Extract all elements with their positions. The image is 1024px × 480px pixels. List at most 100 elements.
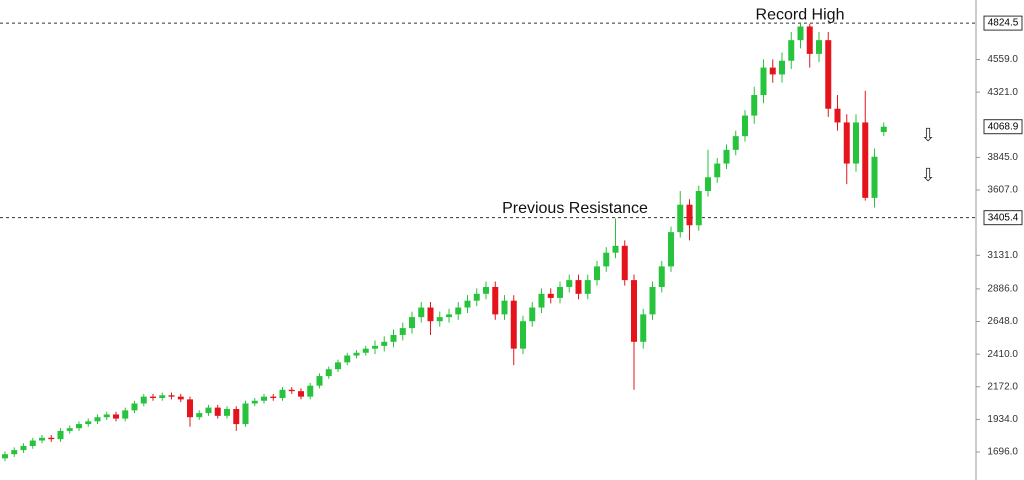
- candle-body: [381, 341, 388, 346]
- candle-body: [510, 300, 517, 349]
- candle-body: [769, 67, 776, 75]
- candle-body: [177, 396, 184, 400]
- candle-body: [270, 396, 277, 399]
- candle-body: [464, 300, 471, 308]
- price-tag: 4824.5: [988, 18, 1019, 29]
- candle-body: [751, 95, 758, 116]
- candle-body: [409, 317, 415, 329]
- candle-body: [344, 355, 351, 363]
- candle-body: [788, 40, 795, 61]
- candle-body: [39, 437, 45, 441]
- candle-body: [233, 408, 240, 425]
- candle-body: [224, 408, 230, 416]
- candle-body: [11, 450, 18, 455]
- candle-body: [501, 300, 508, 315]
- candle-body: [594, 266, 600, 281]
- down-arrow-icon: ⇩: [920, 125, 935, 145]
- candle-body: [880, 126, 887, 133]
- candle-body: [150, 396, 156, 399]
- annotation: Previous Resistance: [502, 200, 648, 217]
- candle-body: [834, 108, 841, 123]
- candle-body: [760, 67, 767, 96]
- candle-body: [520, 321, 526, 349]
- candle-body: [621, 245, 628, 281]
- candle-body: [168, 395, 175, 397]
- candle-body: [668, 232, 674, 267]
- candle-body: [649, 286, 656, 315]
- price-tag-box: [983, 119, 1023, 135]
- candle-body: [825, 40, 832, 109]
- candle-body: [390, 334, 397, 342]
- candle-body: [251, 400, 258, 404]
- candle-body: [122, 410, 129, 419]
- y-tick-label: 1934.0: [987, 414, 1018, 425]
- y-tick-label: 2172.0: [987, 381, 1018, 392]
- candle-body: [85, 421, 92, 425]
- candle-body: [242, 403, 249, 425]
- price-tag: 4068.9: [988, 121, 1019, 132]
- candle-body: [575, 280, 582, 294]
- candle-body: [446, 314, 452, 318]
- candle-body: [399, 328, 406, 335]
- candle-body: [2, 454, 8, 459]
- candle-body: [418, 307, 425, 318]
- candle-body: [603, 252, 610, 267]
- candle-body: [473, 293, 480, 301]
- candle-body: [714, 163, 721, 178]
- candle-body: [483, 286, 489, 294]
- y-tick-label: 2410.0: [987, 349, 1018, 360]
- candle-body: [196, 413, 203, 418]
- candle-body: [214, 407, 221, 416]
- candle-body: [316, 376, 323, 386]
- candle-body: [631, 280, 637, 342]
- candle-body: [187, 399, 193, 418]
- candle-body: [159, 395, 166, 399]
- candle-body: [362, 348, 369, 353]
- candle-body: [353, 352, 360, 356]
- candle-body: [658, 266, 665, 287]
- candle-body: [113, 414, 119, 419]
- price-tag: 3405.4: [988, 212, 1019, 223]
- candle-body: [325, 369, 332, 377]
- candle-body: [298, 391, 304, 397]
- candle-body: [131, 403, 138, 411]
- y-tick-label: 4321.0: [987, 87, 1018, 98]
- candle-body: [48, 437, 55, 440]
- candle-body: [547, 293, 554, 298]
- candle-body: [103, 414, 110, 418]
- candle-body: [557, 286, 563, 298]
- price-tag-box: [983, 210, 1023, 226]
- candle-body: [436, 317, 443, 322]
- candle-body: [20, 445, 27, 451]
- candle-body: [797, 26, 804, 41]
- annotation: Record High: [756, 6, 845, 23]
- candle-body: [584, 280, 591, 294]
- candle-body: [566, 280, 573, 287]
- candle-body: [723, 149, 730, 164]
- candle-body: [57, 430, 64, 440]
- candle-body: [29, 440, 36, 446]
- candle-body: [705, 177, 711, 191]
- candle-body: [695, 190, 702, 226]
- y-tick-label: 3845.0: [987, 152, 1018, 163]
- candle-body: [732, 136, 739, 150]
- y-tick-label: 2648.0: [987, 316, 1018, 327]
- candle-body: [427, 307, 434, 322]
- y-tick-label: 2886.0: [987, 284, 1018, 295]
- price-tag-box: [983, 15, 1023, 31]
- candle-body: [492, 286, 499, 315]
- candle-body: [140, 396, 147, 404]
- candle-body: [335, 362, 341, 370]
- y-tick-label: 3131.0: [987, 250, 1018, 261]
- y-tick-label: 3607.0: [987, 185, 1018, 196]
- candle-body: [612, 245, 619, 253]
- candle-body: [816, 40, 822, 54]
- candle-body: [677, 204, 684, 233]
- candle-body: [279, 389, 286, 399]
- candle-body: [742, 115, 748, 137]
- candle-body: [455, 307, 462, 315]
- candle-body: [806, 26, 813, 54]
- candle-body: [529, 307, 536, 322]
